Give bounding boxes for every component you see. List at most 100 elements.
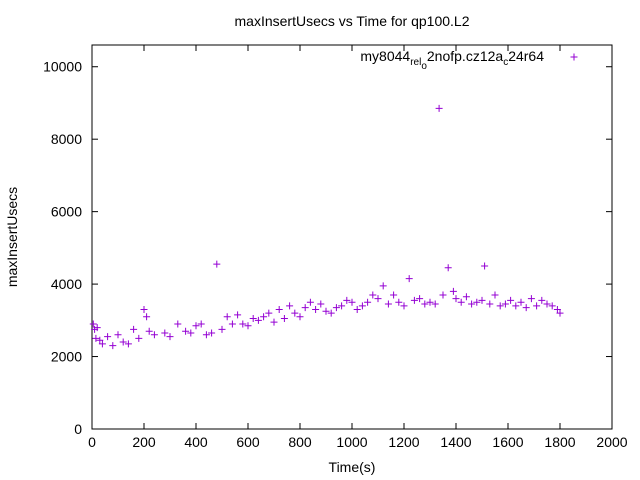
data-points — [89, 104, 564, 350]
y-tick-label: 10000 — [43, 59, 82, 75]
legend-label-subscript: o — [421, 61, 427, 72]
data-point — [390, 291, 398, 299]
x-tick-label: 400 — [184, 434, 208, 450]
data-point — [491, 291, 499, 299]
data-point — [182, 327, 190, 335]
data-point — [270, 318, 278, 326]
data-point — [150, 331, 158, 339]
data-point — [421, 300, 429, 308]
plot-frame — [91, 44, 613, 430]
data-point — [457, 298, 465, 306]
data-point — [444, 264, 452, 272]
data-point — [426, 298, 434, 306]
data-point — [327, 309, 335, 317]
data-point — [249, 315, 257, 323]
legend: my8044relo2nofp.cz12ac24r64 — [360, 48, 578, 72]
data-point — [234, 311, 242, 319]
data-point — [114, 331, 122, 339]
data-point — [348, 298, 356, 306]
legend-label-part: 24r64 — [508, 48, 544, 64]
data-point — [223, 313, 231, 321]
data-point — [275, 305, 283, 313]
data-point — [174, 320, 182, 328]
data-point — [486, 300, 494, 308]
x-axis: 0 200 400 600 800 1000 1200 1400 1600 1800 2000 — [88, 45, 628, 450]
data-point — [286, 302, 294, 310]
data-point — [332, 304, 340, 312]
data-point — [96, 336, 104, 344]
data-point — [439, 291, 447, 299]
data-point — [161, 329, 169, 337]
data-point — [145, 327, 153, 335]
data-point — [343, 296, 351, 304]
data-point — [265, 309, 273, 317]
data-point — [166, 333, 174, 341]
data-point — [104, 333, 112, 341]
data-point — [124, 340, 132, 348]
data-point — [109, 342, 117, 350]
data-point — [522, 304, 530, 312]
x-tick-label: 1200 — [388, 434, 419, 450]
data-point — [92, 334, 100, 342]
data-point — [197, 320, 205, 328]
data-point — [400, 302, 408, 310]
data-point — [478, 296, 486, 304]
data-point — [317, 300, 325, 308]
data-point — [512, 302, 520, 310]
data-point — [410, 296, 418, 304]
data-point — [213, 260, 221, 268]
x-tick-label: 1400 — [440, 434, 471, 450]
data-point — [517, 298, 525, 306]
data-point — [556, 309, 564, 317]
data-point — [533, 302, 541, 310]
data-point — [208, 329, 216, 337]
x-tick-label: 800 — [288, 434, 312, 450]
data-point — [301, 304, 309, 312]
x-tick-label: 1000 — [336, 434, 367, 450]
data-point — [291, 309, 299, 317]
data-point — [322, 307, 330, 315]
data-point — [119, 338, 127, 346]
data-point — [140, 305, 148, 313]
y-tick-label: 6000 — [51, 204, 82, 220]
data-point — [312, 305, 320, 313]
chart-title: maxInsertUsecs vs Time for qp100.L2 — [235, 13, 470, 29]
x-tick-label: 0 — [88, 434, 96, 450]
data-point — [416, 295, 424, 303]
data-point — [187, 329, 195, 337]
data-point — [239, 320, 247, 328]
data-point — [338, 302, 346, 310]
legend-label-part: my8044 — [360, 48, 410, 64]
data-point — [449, 287, 457, 295]
data-point — [202, 331, 210, 339]
data-point — [260, 313, 268, 321]
legend-label: my8044relo2nofp.cz12ac24r64 — [360, 48, 544, 72]
data-point — [89, 320, 97, 328]
data-point — [358, 302, 366, 310]
data-point — [364, 298, 372, 306]
data-point — [395, 298, 403, 306]
legend-label-subscript: rel — [410, 57, 421, 68]
data-point — [244, 322, 252, 330]
y-tick-label: 8000 — [51, 131, 82, 147]
data-point — [306, 298, 314, 306]
data-point — [473, 298, 481, 306]
data-point — [543, 300, 551, 308]
data-point — [296, 313, 304, 321]
data-point — [192, 322, 200, 330]
data-point — [379, 282, 387, 290]
data-point — [98, 340, 106, 348]
data-point — [527, 295, 535, 303]
y-tick-label: 0 — [74, 421, 82, 437]
y-axis-label: maxInsertUsecs — [4, 187, 20, 287]
data-point — [435, 104, 443, 112]
x-tick-label: 1600 — [492, 434, 523, 450]
data-point — [481, 262, 489, 270]
data-point — [501, 300, 509, 308]
legend-marker — [570, 53, 578, 61]
data-point — [353, 305, 361, 313]
data-point — [384, 300, 392, 308]
y-tick-label: 2000 — [51, 349, 82, 365]
legend-label-part: 2nofp.cz12a — [427, 48, 503, 64]
